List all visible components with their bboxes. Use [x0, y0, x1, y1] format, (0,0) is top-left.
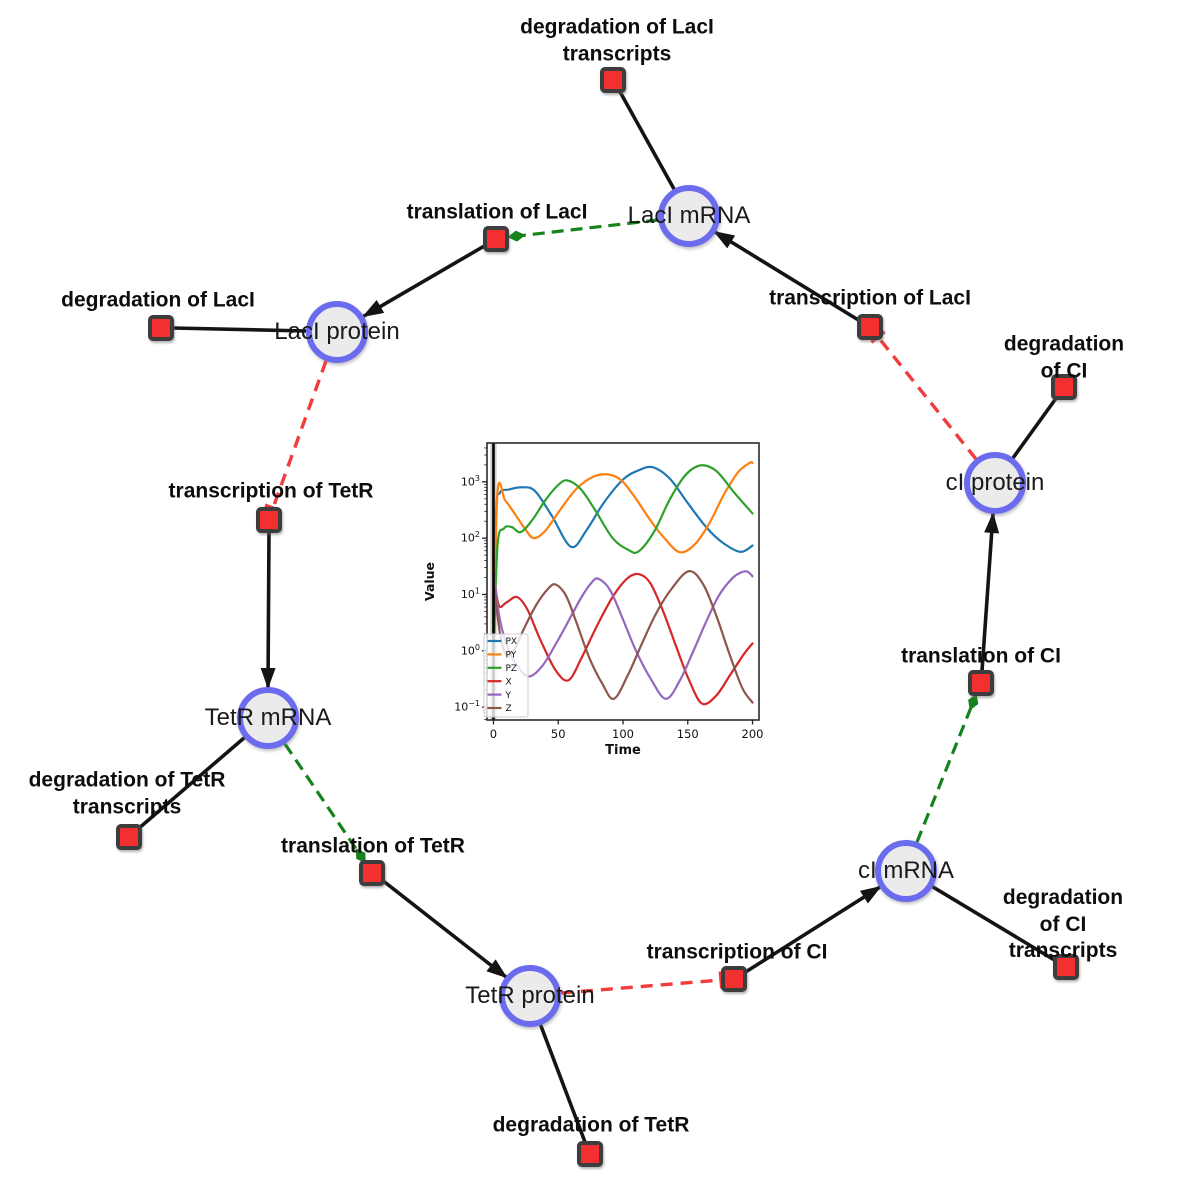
edge-translation-laci-to-laci-protein	[362, 243, 488, 318]
edge-ci-mrna-to-deg-ci-transcripts	[931, 885, 1058, 963]
legend-label-x: X	[506, 677, 512, 687]
edge-ci-protein-inhibits-transcription-laci	[876, 335, 978, 461]
legend-label-pz: PZ	[506, 664, 518, 674]
edge-laci-mrna-to-deg-laci-transcripts	[617, 88, 676, 191]
edge-laci-mrna-to-translation-laci	[507, 218, 659, 242]
chart-x-tick-label: 0	[490, 727, 497, 741]
edge-tetr-protein-inhibits-transcription-ci-tbar	[718, 971, 724, 989]
timeseries-inset-chart: 0 50 100 150 200 Time 10−1 100 101 102 103 Value PX P…	[420, 428, 778, 775]
chart-x-tick-label: 100	[612, 727, 634, 741]
edge-deg-laci-to-laci-protein	[171, 326, 308, 333]
chart-x-tick-label: 200	[742, 727, 764, 741]
series-line-pz	[492, 464, 754, 669]
chart-legend: PX PY PZ XYZ	[483, 633, 529, 718]
chart-y-axis-label: Value	[422, 562, 437, 601]
chart-x-tick-label: 50	[551, 727, 566, 741]
chart-svg: 0 50 100 150 200Time10−1100101102103ValuePXP…	[422, 442, 764, 758]
edge-tetr-mrna-to-deg-tetr-transcripts	[136, 736, 246, 831]
edge-laci-protein-inhibits-transcription-tetr	[271, 360, 328, 509]
edge-translation-ci-to-ci-protein	[980, 512, 1000, 673]
edge-ci-mrna-to-translation-ci	[915, 693, 979, 843]
edge-tetr-mrna-to-translation-tetr	[283, 743, 367, 864]
legend-label-z: Z	[506, 704, 512, 714]
legend-label-py: PY	[506, 651, 517, 661]
edge-laci-protein-inhibits-transcription-tetr-tbar	[264, 503, 282, 513]
chart-y-tick-label: 102	[461, 530, 480, 545]
edge-ci-protein-to-deg-ci	[1011, 395, 1059, 460]
chart-y-tick-label: 101	[461, 586, 480, 601]
chart-x-tick-label: 150	[677, 727, 699, 741]
chart-y-tick-label: 10−1	[454, 699, 480, 714]
edge-tetr-protein-to-deg-tetr	[539, 1024, 587, 1144]
edge-tetr-protein-inhibits-transcription-ci	[560, 978, 722, 995]
series-line-y	[492, 570, 754, 700]
legend-label-y: Y	[505, 691, 512, 701]
chart-y-tick-label: 103	[461, 474, 480, 489]
edge-transcription-laci-to-laci-mrna	[713, 230, 862, 323]
legend-label-px: PX	[506, 637, 518, 647]
chart-x-axis-label: Time	[605, 743, 641, 758]
chart-y-tick-label: 100	[461, 643, 480, 658]
edge-transcription-ci-to-ci-mrna	[742, 885, 882, 975]
series-line-py	[492, 461, 754, 669]
edge-translation-tetr-to-tetr-protein	[380, 878, 508, 979]
edge-transcription-tetr-to-tetr-mrna	[260, 530, 276, 689]
series-line-x	[492, 570, 754, 706]
